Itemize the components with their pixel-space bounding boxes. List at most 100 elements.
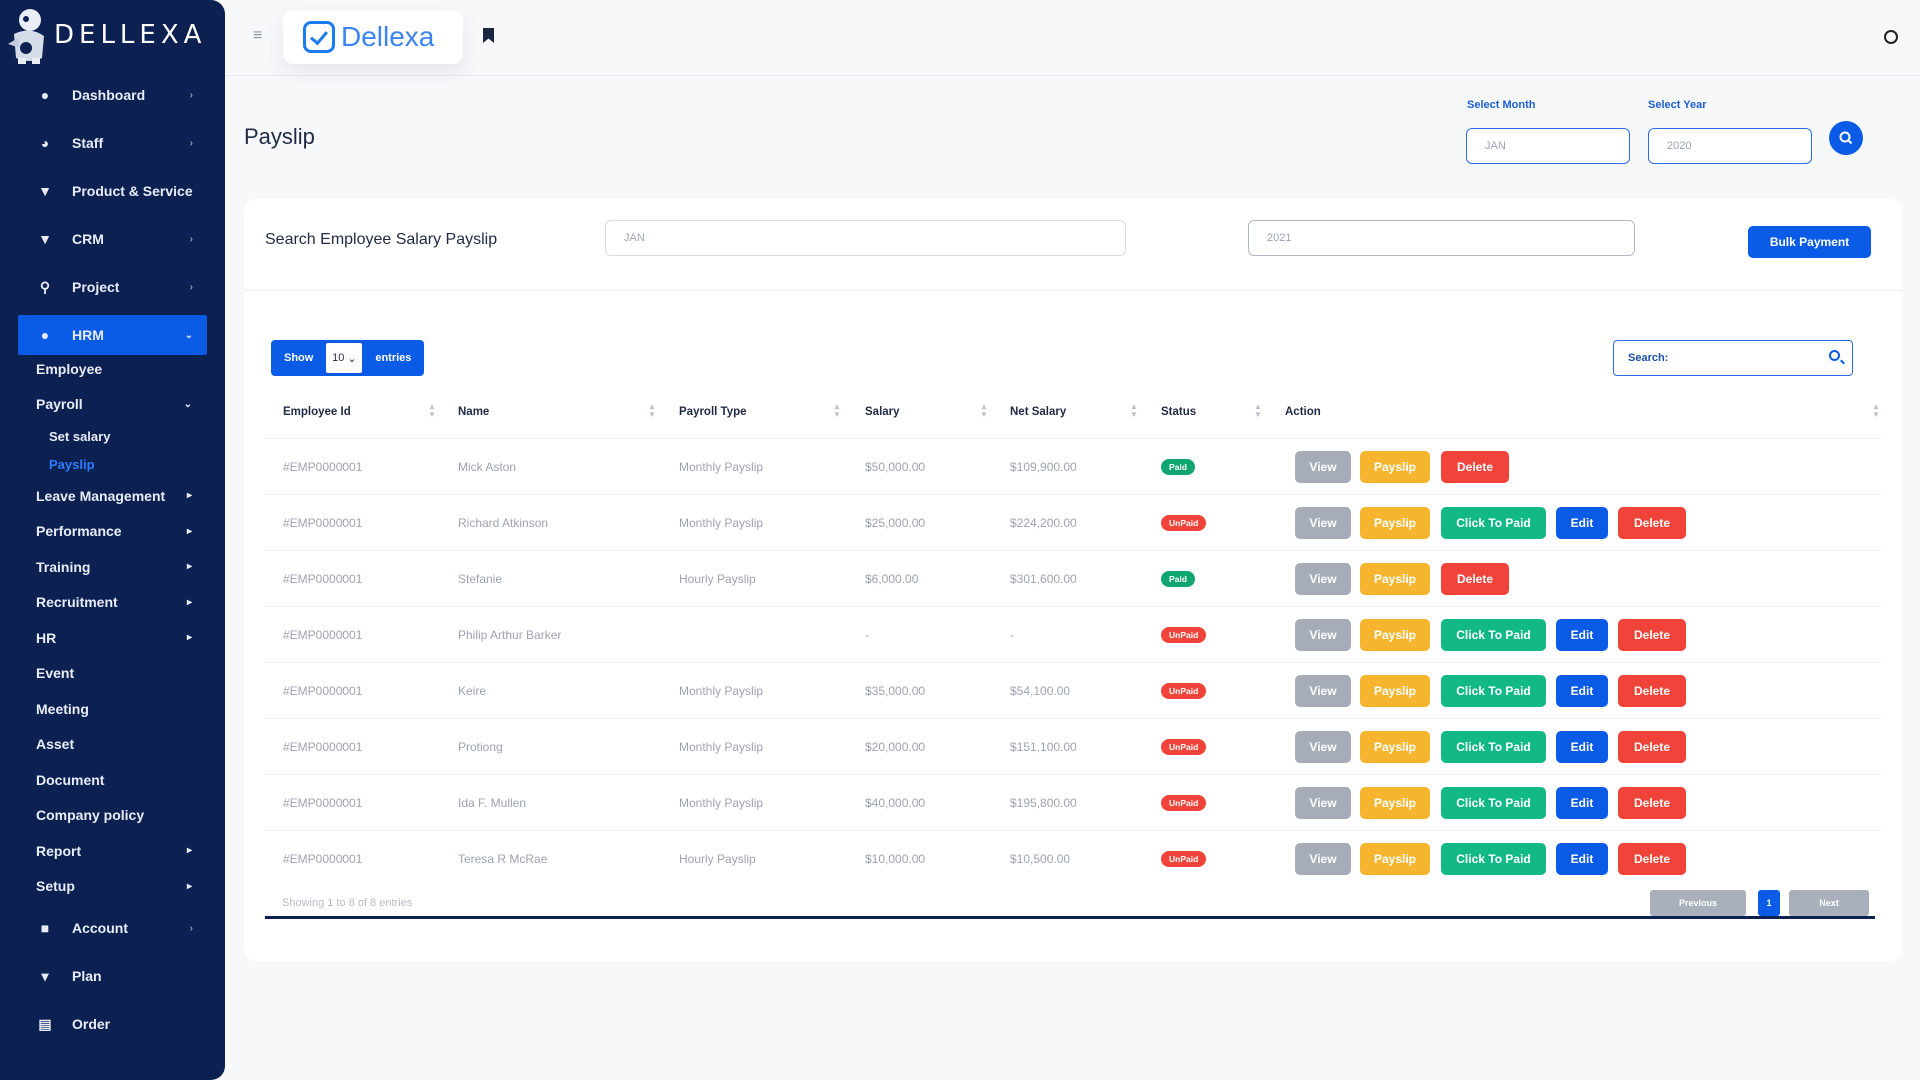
edit-button[interactable]: Edit [1556,731,1608,763]
click-to-paid-button[interactable]: Click To Paid [1441,787,1546,819]
column-header[interactable]: Net Salary [1010,406,1067,418]
employee-id-cell[interactable]: #EMP0000001 [283,572,363,586]
column-header[interactable]: Status [1161,406,1197,418]
view-button[interactable]: View [1295,619,1351,651]
click-to-paid-button[interactable]: Click To Paid [1441,731,1546,763]
bookmark-icon[interactable] [483,28,494,43]
payslip-button[interactable]: Payslip [1360,451,1430,483]
sidebar-subitem-recruitment[interactable]: Recruitment ▸ [0,585,225,621]
filter-search-button[interactable] [1829,121,1863,155]
sidebar-item-product-service[interactable]: ▼ Product & Service [0,167,225,215]
pagination-next-button[interactable]: Next [1789,890,1869,916]
column-header[interactable]: Name [458,406,490,418]
sidebar-subitem-set-salary[interactable]: Set salary [0,422,225,450]
sidebar-subitem-employee[interactable]: Employee [0,351,225,387]
sidebar-subitem-setup[interactable]: Setup ▸ [0,869,225,905]
table-search-input[interactable]: Search: [1613,340,1853,376]
employee-id-cell[interactable]: #EMP0000001 [283,628,363,642]
delete-button[interactable]: Delete [1618,843,1686,875]
payslip-button[interactable]: Payslip [1360,787,1430,819]
click-to-paid-button[interactable]: Click To Paid [1441,675,1546,707]
length-select[interactable]: 10 ⌄ [326,343,363,373]
sidebar-subitem-hr[interactable]: HR ▸ [0,620,225,656]
view-button[interactable]: View [1295,451,1351,483]
sidebar-subitem-payslip[interactable]: Payslip [0,450,225,478]
view-button[interactable]: View [1295,675,1351,707]
column-header[interactable]: Action [1285,406,1321,418]
horizontal-scrollbar[interactable] [265,916,1875,919]
column-header[interactable]: Salary [865,406,900,418]
sidebar-subitem-payroll[interactable]: Payroll ⌄ [0,387,225,423]
edit-button[interactable]: Edit [1556,507,1608,539]
select-year-input[interactable]: 2020 [1648,128,1812,164]
pagination-previous-button[interactable]: Previous [1650,890,1746,916]
delete-button[interactable]: Delete [1618,507,1686,539]
view-button[interactable]: View [1295,507,1351,539]
sidebar-subitem-asset[interactable]: Asset [0,727,225,763]
payslip-button[interactable]: Payslip [1360,619,1430,651]
delete-button[interactable]: Delete [1441,451,1509,483]
sidebar-subitem-leave-management[interactable]: Leave Management ▸ [0,478,225,514]
sidebar-item-project[interactable]: ⚲ Project › [0,263,225,311]
pagination-page-button[interactable]: 1 [1758,890,1780,916]
employee-id-cell[interactable]: #EMP0000001 [283,796,363,810]
user-profile-icon[interactable] [1884,30,1898,44]
sidebar-item-account[interactable]: ■ Account › [0,904,225,952]
sort-icon[interactable]: ▲ ▼ [428,402,436,419]
view-button[interactable]: View [1295,731,1351,763]
sidebar-subitem-company-policy[interactable]: Company policy [0,798,225,834]
column-header[interactable]: Employee Id [283,406,351,418]
sidebar-subitem-training[interactable]: Training ▸ [0,549,225,585]
sidebar-item-plan[interactable]: ▾ Plan [0,952,225,1000]
bulk-payment-button[interactable]: Bulk Payment [1748,226,1871,258]
delete-button[interactable]: Delete [1618,619,1686,651]
payslip-button[interactable]: Payslip [1360,563,1430,595]
sort-icon[interactable]: ▲ ▼ [1872,402,1880,419]
sort-icon[interactable]: ▲ ▼ [1130,402,1138,419]
click-to-paid-button[interactable]: Click To Paid [1441,619,1546,651]
view-button[interactable]: View [1295,563,1351,595]
click-to-paid-button[interactable]: Click To Paid [1441,843,1546,875]
edit-button[interactable]: Edit [1556,787,1608,819]
payslip-button[interactable]: Payslip [1360,507,1430,539]
sidebar-item-order[interactable]: ▤ Order [0,1000,225,1048]
sort-icon[interactable]: ▲ ▼ [833,402,841,419]
edit-button[interactable]: Edit [1556,675,1608,707]
delete-button[interactable]: Delete [1441,563,1509,595]
delete-button[interactable]: Delete [1618,675,1686,707]
payslip-button[interactable]: Payslip [1360,675,1430,707]
view-button[interactable]: View [1295,787,1351,819]
sidebar-item-staff[interactable]: ◕ Staff › [0,119,225,167]
sidebar-subitem-performance[interactable]: Performance ▸ [0,514,225,550]
sidebar-item-crm[interactable]: ▼ CRM › [0,215,225,263]
employee-id-cell[interactable]: #EMP0000001 [283,460,363,474]
sidebar-subitem-document[interactable]: Document [0,762,225,798]
payslip-button[interactable]: Payslip [1360,731,1430,763]
sidebar-subitem-event[interactable]: Event [0,656,225,692]
select-month-input[interactable]: JAN [1466,128,1630,164]
employee-id-cell[interactable]: #EMP0000001 [283,684,363,698]
column-header[interactable]: Payroll Type [679,406,747,418]
brand-card[interactable]: Dellexa [283,10,463,64]
employee-id-cell[interactable]: #EMP0000001 [283,852,363,866]
sort-icon[interactable]: ▲ ▼ [1254,402,1262,419]
sidebar-subitem-report[interactable]: Report ▸ [0,833,225,869]
employee-id-cell[interactable]: #EMP0000001 [283,740,363,754]
sidebar-subitem-meeting[interactable]: Meeting [0,691,225,727]
sort-icon[interactable]: ▲ ▼ [980,402,988,419]
month-filter-input[interactable]: JAN [605,220,1126,256]
delete-button[interactable]: Delete [1618,731,1686,763]
sort-icon[interactable]: ▲ ▼ [648,402,656,419]
sidebar-item-hrm[interactable]: ● HRM ⌄ [18,315,207,355]
menu-toggle-icon[interactable]: ≡ [253,27,263,44]
edit-button[interactable]: Edit [1556,843,1608,875]
view-button[interactable]: View [1295,843,1351,875]
sidebar-logo[interactable]: DELLEXA [0,0,225,70]
sidebar-item-dashboard[interactable]: ● Dashboard › [0,71,225,119]
click-to-paid-button[interactable]: Click To Paid [1441,507,1546,539]
payslip-button[interactable]: Payslip [1360,843,1430,875]
employee-id-cell[interactable]: #EMP0000001 [283,516,363,530]
delete-button[interactable]: Delete [1618,787,1686,819]
year-filter-input[interactable]: 2021 [1248,220,1635,256]
edit-button[interactable]: Edit [1556,619,1608,651]
